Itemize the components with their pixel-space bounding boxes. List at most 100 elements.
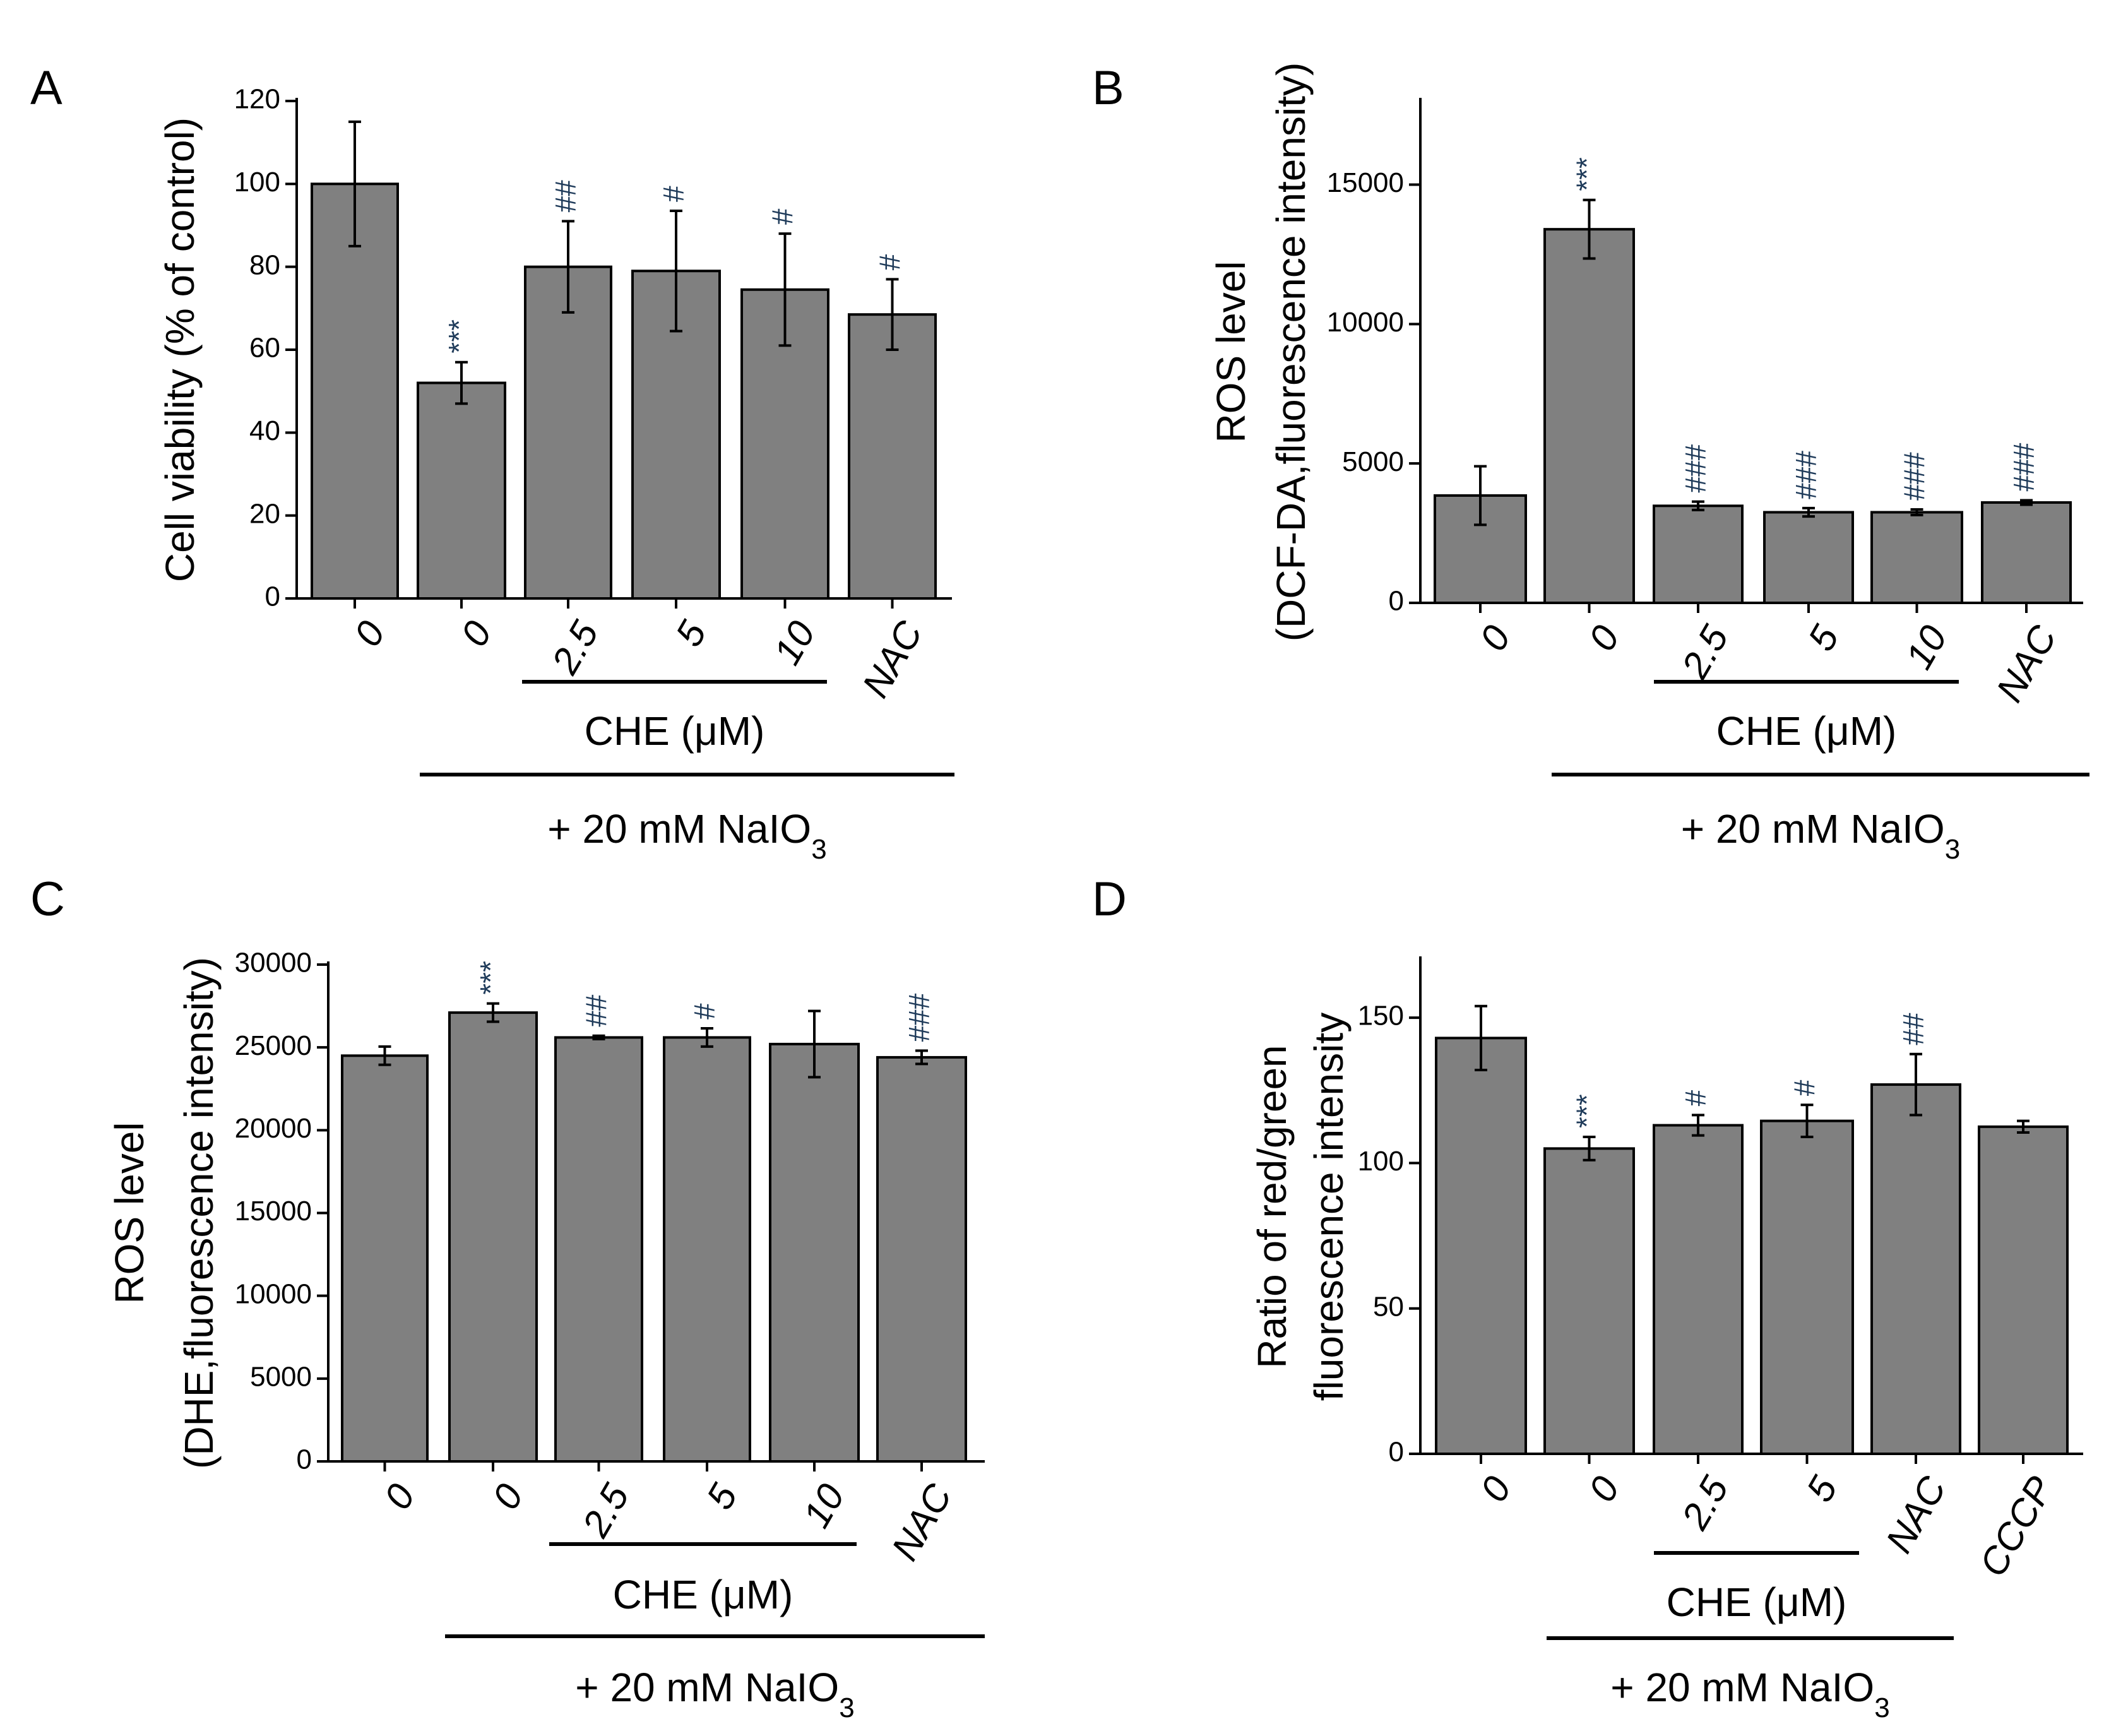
x-tick-label: NAC <box>1988 618 2065 709</box>
bar <box>1978 1125 2069 1455</box>
bar <box>554 1036 643 1463</box>
group-label-naio3-subscript: 3 <box>1945 834 1960 865</box>
significance-marker: ## <box>580 994 613 1027</box>
significance-marker: *** <box>474 961 507 995</box>
y-tick-label: 0 <box>265 581 280 612</box>
significance-marker: *** <box>443 319 475 354</box>
y-tick-label: 0 <box>297 1444 312 1475</box>
y-tick-label: 100 <box>1358 1146 1404 1177</box>
significance-marker: ## <box>549 180 582 213</box>
bar <box>341 1054 429 1463</box>
y-tick-label: 50 <box>1373 1291 1404 1322</box>
bar <box>1653 504 1744 604</box>
y-tick-label: 0 <box>1389 1437 1404 1468</box>
y-tick-label: 5000 <box>250 1361 312 1392</box>
x-tick-label: 2.5 <box>543 614 607 681</box>
y-tick-label: 100 <box>234 167 280 198</box>
significance-marker: ### <box>903 993 936 1042</box>
bar <box>448 1011 538 1463</box>
significance-marker: *** <box>1571 1094 1603 1128</box>
bar <box>769 1042 860 1463</box>
chart-panel-a: A Cell viability (% of control) 0 20 40 60 80 1… <box>30 61 954 865</box>
y-tick-label: 30000 <box>235 948 312 978</box>
y-tick-label: 80 <box>249 249 280 280</box>
y-tick-label: 120 <box>234 84 280 115</box>
group-label-naio3: + 20 mM NaIO3 <box>547 806 826 865</box>
y-tick-label: 10000 <box>235 1278 312 1309</box>
x-tick-label: 0 <box>1580 619 1627 658</box>
significance-marker: # <box>1788 1079 1821 1096</box>
group-label-naio3-main: + 20 mM NaIO <box>575 1665 839 1710</box>
group-label-naio3-subscript: 3 <box>1874 1692 1889 1723</box>
significance-marker: ## <box>1897 1013 1930 1045</box>
y-axis-label: fluorescence intensity <box>1306 1013 1352 1401</box>
group-label-naio3-main: + 20 mM NaIO <box>1681 806 1945 852</box>
significance-marker: # <box>874 254 906 270</box>
panel-letter: C <box>30 872 65 926</box>
y-tick-label: 25000 <box>235 1030 312 1061</box>
x-tick-label: 5 <box>1798 1469 1845 1509</box>
bar <box>524 265 612 600</box>
panel-letter: B <box>1092 61 1124 115</box>
bar <box>1981 501 2072 604</box>
x-tick-label: 2.5 <box>1673 618 1737 686</box>
group-label-che: CHE (μM) <box>613 1572 793 1617</box>
group-label-naio3: + 20 mM NaIO3 <box>575 1665 854 1723</box>
x-tick-label: 0 <box>1471 619 1519 658</box>
bar <box>1435 1037 1527 1455</box>
x-tick-label: 0 <box>453 614 500 653</box>
y-tick-label: 40 <box>249 415 280 446</box>
bar <box>1760 1119 1854 1455</box>
x-tick-label: 0 <box>1472 1470 1519 1509</box>
y-axis-label: (DHE,fluorescence intensity) <box>176 957 222 1469</box>
group-label-che: CHE (μM) <box>585 708 765 754</box>
x-tick-label: 0 <box>1580 1470 1627 1509</box>
group-label-naio3: + 20 mM NaIO3 <box>1681 806 1960 865</box>
x-tick-label: 0 <box>484 1477 532 1516</box>
y-tick-label: 10000 <box>1327 307 1404 338</box>
group-label-che: CHE (μM) <box>1667 1579 1847 1625</box>
significance-marker: # <box>766 208 799 225</box>
significance-marker: *** <box>1571 157 1603 191</box>
y-tick-label: 15000 <box>1327 167 1404 198</box>
y-axis-label: (DCF-DA,fluorescence intensity) <box>1268 62 1314 642</box>
y-tick-label: 60 <box>249 333 280 364</box>
x-tick-label: 2.5 <box>1673 1469 1737 1537</box>
x-tick-label: 10 <box>1898 619 1955 676</box>
group-label-naio3-subscript: 3 <box>839 1692 854 1723</box>
group-label-naio3: + 20 mM NaIO3 <box>1610 1665 1889 1723</box>
y-tick-label: 5000 <box>1342 446 1404 477</box>
group-label-naio3-subscript: 3 <box>811 834 826 865</box>
panel-letter: A <box>30 61 62 115</box>
y-tick-label: 0 <box>1389 586 1404 617</box>
y-tick-label: 20000 <box>235 1113 312 1144</box>
x-tick-label: 0 <box>376 1477 423 1516</box>
y-axis-label: ROS level <box>1208 261 1254 443</box>
group-label-naio3-main: + 20 mM NaIO <box>1610 1665 1874 1710</box>
bar <box>876 1055 967 1463</box>
significance-marker: ### <box>2007 443 2040 491</box>
significance-marker: # <box>688 1003 721 1020</box>
group-label-che: CHE (μM) <box>1716 708 1897 754</box>
x-tick-label: 0 <box>346 614 393 653</box>
x-tick-label: 5 <box>1800 618 1847 658</box>
bar <box>1870 511 1963 604</box>
significance-marker: # <box>1679 1090 1712 1106</box>
y-tick-label: 20 <box>249 498 280 529</box>
x-tick-label: NAC <box>883 1477 960 1567</box>
x-tick-label: 10 <box>795 1477 852 1535</box>
significance-marker: ### <box>1898 452 1931 501</box>
x-tick-label: NAC <box>854 614 931 705</box>
bar <box>1543 1147 1635 1455</box>
y-tick-label: 15000 <box>235 1196 312 1227</box>
chart-panel-d: D Ratio of red/green fluorescence intensit… <box>1092 872 2083 1723</box>
x-tick-label: NAC <box>1877 1469 1954 1560</box>
group-label-naio3-main: + 20 mM NaIO <box>547 806 811 852</box>
bar <box>1653 1124 1744 1455</box>
y-axis-label: ROS level <box>107 1122 152 1304</box>
chart-panel-c: C ROS level (DHE,fluorescence intensity) 0 5… <box>30 872 985 1723</box>
chart-panel-b: B ROS level (DCF-DA,fluorescence intensity… <box>1092 61 2089 865</box>
x-tick-label: 10 <box>766 614 823 672</box>
bar <box>1543 228 1635 604</box>
